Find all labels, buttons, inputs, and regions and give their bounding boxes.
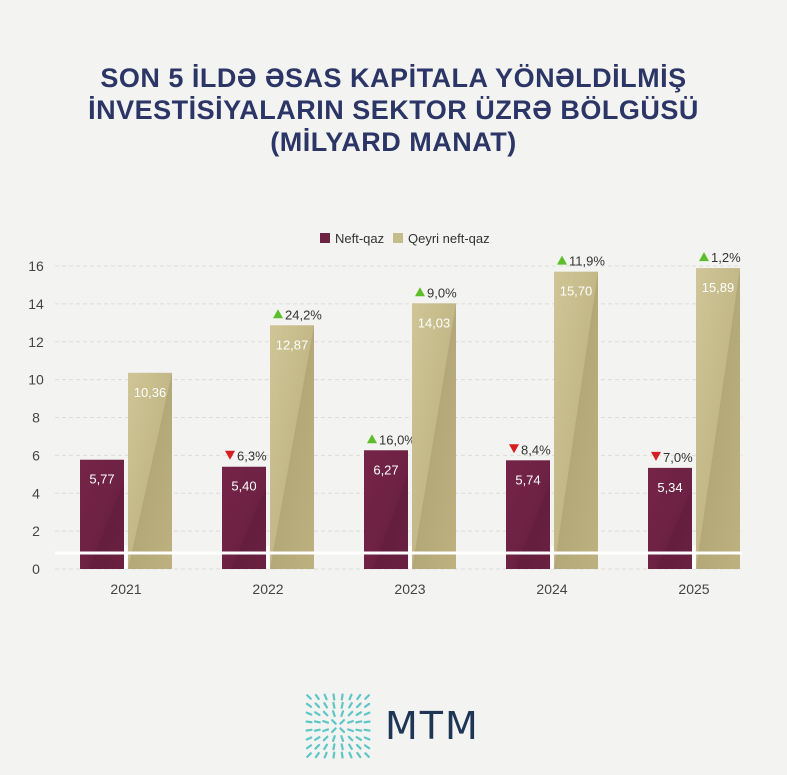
- change-label: 16,0%: [379, 432, 416, 447]
- x-tick-label: 2025: [678, 581, 709, 597]
- y-tick-label: 6: [32, 447, 40, 463]
- legend-swatch-qeyri-neft-qaz: [393, 233, 403, 243]
- bar-qeyri-neft-qaz-2025: [696, 268, 740, 569]
- x-tick-label: 2023: [394, 581, 425, 597]
- y-tick-label: 14: [28, 296, 44, 312]
- title-line-3: (MİLYARD MANAT): [270, 127, 517, 157]
- data-label: 15,70: [560, 284, 593, 299]
- logo-mark-icon: [305, 693, 371, 759]
- bar-qeyri-neft-qaz-2022: [270, 325, 314, 569]
- x-tick-label: 2022: [252, 581, 283, 597]
- bar-neft-qaz-2023: [364, 450, 408, 569]
- data-label: 5,74: [515, 472, 540, 487]
- data-label: 10,36: [134, 385, 167, 400]
- y-tick-label: 12: [28, 334, 44, 350]
- bar-neft-qaz-2024: [506, 460, 550, 569]
- legend-label-qeyri-neft-qaz: Qeyri neft-qaz: [408, 231, 490, 246]
- bar-qeyri-neft-qaz-2021: [128, 372, 172, 569]
- triangle-down-icon: [509, 444, 519, 454]
- change-label: 7,0%: [663, 450, 693, 465]
- bar-neft-qaz-2021: [80, 459, 124, 569]
- bar-qeyri-neft-qaz-2023: [412, 303, 456, 569]
- title-line-1: SON 5 İLDƏ ƏSAS KAPİTALA YÖNƏLDİLMİŞ: [100, 63, 687, 93]
- y-tick-label: 4: [32, 485, 40, 501]
- data-label: 15,89: [702, 280, 735, 295]
- change-label: 24,2%: [285, 307, 322, 322]
- data-label: 6,27: [373, 462, 398, 477]
- chart-title: SON 5 İLDƏ ƏSAS KAPİTALA YÖNƏLDİLMİŞ İNV…: [0, 62, 787, 158]
- triangle-down-icon: [225, 450, 235, 460]
- bar-qeyri-neft-qaz-2024: [554, 271, 598, 569]
- change-label: 1,2%: [711, 250, 741, 265]
- change-label: 6,3%: [237, 449, 267, 464]
- title-line-2: İNVESTİSİYALARIN SEKTOR ÜZRƏ BÖLGÜSÜ: [88, 95, 699, 125]
- x-tick-label: 2024: [536, 581, 567, 597]
- triangle-down-icon: [651, 451, 661, 461]
- triangle-up-icon: [367, 434, 377, 444]
- y-tick-label: 10: [28, 372, 44, 388]
- y-tick-label: 2: [32, 523, 40, 539]
- data-label: 12,87: [276, 337, 309, 352]
- y-tick-label: 16: [28, 258, 44, 274]
- change-label: 8,4%: [521, 442, 551, 457]
- triangle-up-icon: [415, 287, 425, 297]
- bar-chart: 0 2 4 6 8 10 12 14 16 Neft-qaz Qeyri neft-qaz 5,77 1…: [28, 231, 742, 597]
- mtm-logo: MTM: [305, 693, 480, 759]
- change-label: 11,9%: [569, 254, 605, 269]
- logo-text: MTM: [385, 704, 480, 748]
- legend-label-neft-qaz: Neft-qaz: [335, 231, 384, 246]
- data-label: 14,03: [418, 315, 451, 330]
- data-label: 5,34: [657, 480, 682, 495]
- legend-swatch-neft-qaz: [320, 233, 330, 243]
- triangle-up-icon: [557, 255, 567, 265]
- triangle-up-icon: [273, 309, 283, 319]
- triangle-up-icon: [699, 252, 709, 262]
- y-tick-label: 0: [32, 561, 40, 577]
- x-tick-label: 2021: [110, 581, 141, 597]
- change-label: 9,0%: [427, 285, 457, 300]
- data-label: 5,40: [231, 479, 256, 494]
- data-label: 5,77: [89, 472, 114, 487]
- y-tick-label: 8: [32, 410, 40, 426]
